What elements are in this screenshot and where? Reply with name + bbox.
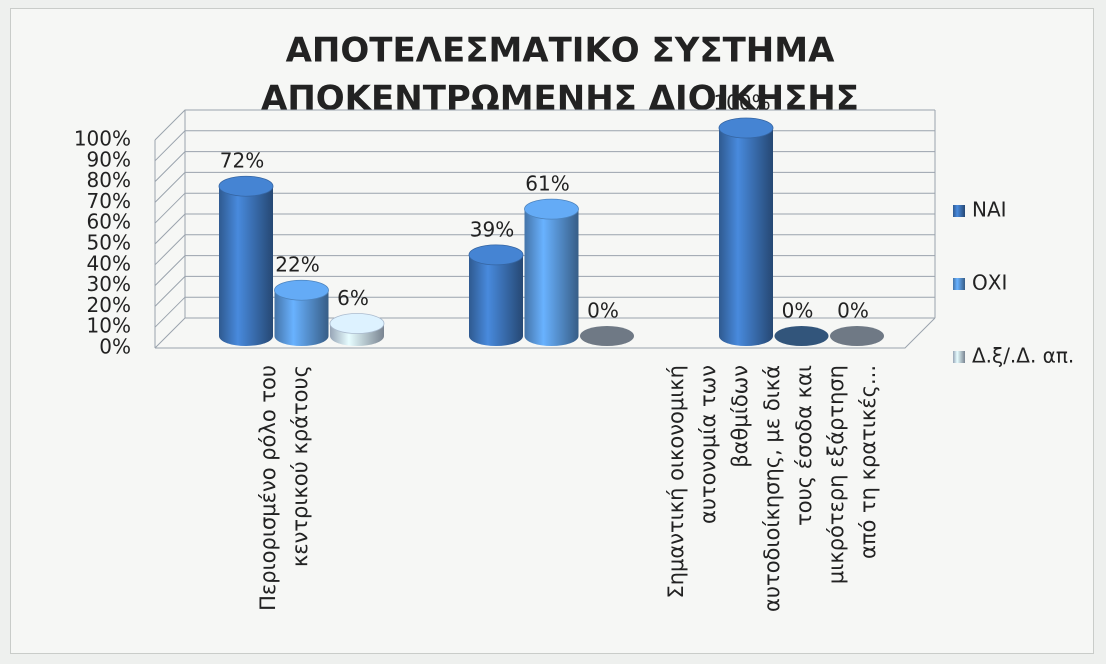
bar-body — [719, 128, 773, 346]
bar — [329, 313, 385, 346]
bar-top — [718, 117, 774, 139]
value-label: 0% — [587, 299, 619, 323]
x-tick-label: Σημαντική οικονομική αυτονομία των βαθμί… — [664, 365, 880, 612]
legend-label: ΟΧΙ — [972, 271, 1007, 295]
y-tick-label: 80% — [87, 168, 131, 192]
value-label: 0% — [782, 299, 814, 323]
y-tick-label: 0% — [99, 335, 131, 359]
value-label: 72% — [220, 149, 264, 173]
bar — [830, 326, 884, 346]
bar — [774, 326, 829, 346]
x-tick-label: Περιορισμένο ρόλο του κεντρικού κράτους — [256, 365, 312, 611]
value-label: 100% — [713, 91, 770, 115]
bar-top — [329, 313, 385, 334]
chart-title: ΑΠΟΚΕΝΤΡΩΜΕΝΗΣ ΔΙΟΙΚΗΣΗΣ — [261, 79, 859, 119]
legend-swatch — [953, 205, 965, 217]
value-label: 0% — [837, 299, 869, 323]
bar-top — [774, 326, 829, 346]
y-tick-label: 10% — [87, 314, 131, 338]
legend-label: ΝΑΙ — [972, 198, 1007, 222]
bar — [580, 326, 634, 346]
bar-top — [580, 326, 634, 346]
legend-swatch — [953, 351, 965, 363]
bar-top — [830, 326, 884, 346]
bar — [524, 198, 579, 347]
bar-body — [469, 254, 523, 346]
bar — [218, 175, 274, 346]
bar — [718, 117, 774, 346]
floor — [155, 317, 936, 349]
value-label: 22% — [275, 253, 319, 277]
bar-top — [524, 198, 579, 220]
grid-line — [154, 130, 935, 162]
y-tick-label: 60% — [87, 210, 131, 234]
y-tick-label: 90% — [87, 147, 131, 171]
y-tick-label: 20% — [87, 293, 131, 317]
bar-body — [274, 290, 329, 347]
value-label: 39% — [470, 217, 514, 241]
bar-top — [468, 244, 524, 266]
bar — [468, 244, 524, 346]
y-tick-label: 30% — [87, 272, 131, 296]
chart-title: ΑΠΟΤΕΛΕΣΜΑΤΙΚΟ ΣΥΣΤΗΜΑ — [286, 31, 835, 71]
bar-body — [219, 186, 273, 346]
y-tick-label: 100% — [74, 127, 131, 151]
y-tick-label: 40% — [87, 251, 131, 275]
legend-label: Δ.ξ/.Δ. απ. — [972, 344, 1074, 368]
bar-top — [218, 175, 274, 197]
y-tick-label: 50% — [87, 231, 131, 255]
bar-body — [524, 209, 579, 347]
legend-swatch — [953, 278, 965, 290]
value-label: 6% — [337, 286, 369, 310]
bar — [274, 279, 329, 347]
bar-top — [274, 279, 329, 301]
y-tick-label: 70% — [87, 189, 131, 213]
value-label: 61% — [525, 172, 569, 196]
